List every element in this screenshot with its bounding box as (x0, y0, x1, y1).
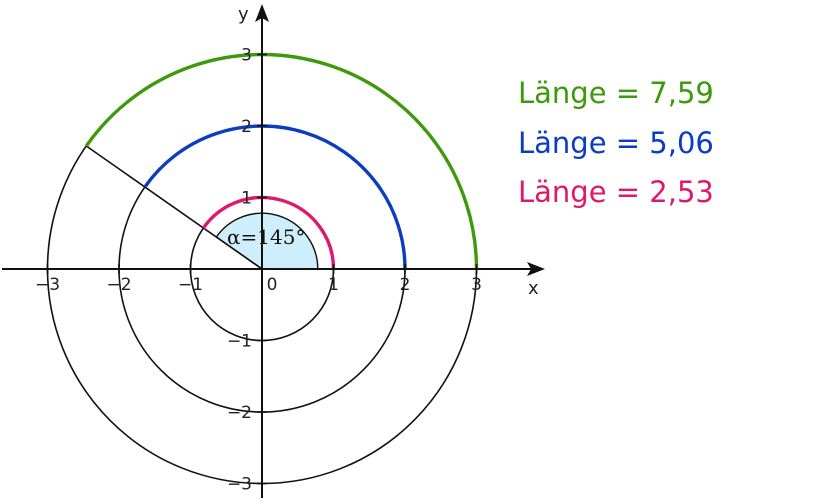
y-tick-label: −1 (227, 332, 252, 352)
x-axis-label: x (528, 278, 539, 299)
y-tick-label: −2 (227, 403, 252, 423)
length-label-medium: Länge = 5,06 (518, 126, 714, 160)
angle-ray (85, 145, 263, 270)
y-axis-arrow-icon (255, 4, 269, 22)
arc-r2 (143, 124, 407, 270)
arc-r3 (84, 52, 479, 270)
x-tick-label: 0 (267, 275, 278, 295)
length-label-large: Länge = 7,59 (518, 76, 714, 110)
x-tick-label: 1 (328, 275, 339, 295)
length-label-small: Länge = 2,53 (518, 175, 714, 209)
arc-r1 (202, 195, 336, 270)
y-tick-label: 2 (241, 117, 252, 137)
angle-layer (85, 145, 319, 270)
x-axis-arrow-icon (527, 262, 545, 276)
y-tick-label: −3 (227, 475, 252, 495)
ticks-layer: −3 −2 −1 0 1 2 3 3 2 1 −1 −2 −3 (35, 46, 482, 495)
angle-label-layer: α=145° (227, 225, 305, 249)
arcs-layer (84, 52, 479, 270)
axes-layer: x y (2, 4, 545, 498)
y-tick-label: 3 (241, 46, 252, 66)
x-tick-label: −2 (106, 275, 131, 295)
y-tick-label: 1 (241, 189, 252, 209)
x-tick-label: 3 (471, 275, 482, 295)
y-axis-label: y (238, 4, 249, 25)
x-tick-label: −3 (35, 275, 60, 295)
angle-sector (215, 212, 319, 270)
x-tick-label: −1 (178, 275, 203, 295)
x-tick-label: 2 (400, 275, 411, 295)
angle-label: α=145° (227, 225, 305, 249)
